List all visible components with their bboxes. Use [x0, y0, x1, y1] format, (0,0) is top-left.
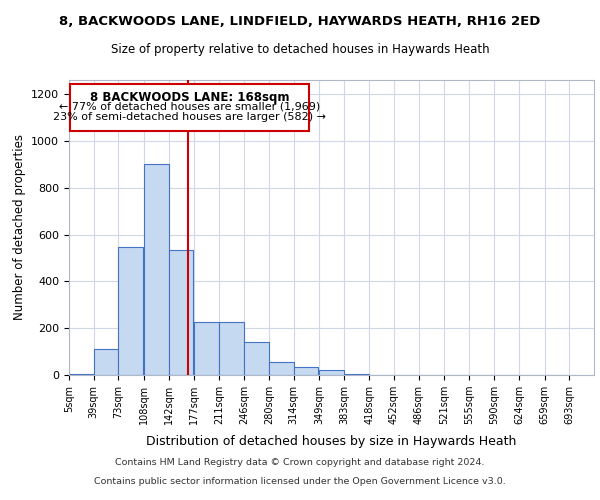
Bar: [269, 362, 293, 375]
Text: 8 BACKWOODS LANE: 168sqm: 8 BACKWOODS LANE: 168sqm: [89, 91, 289, 104]
Text: Contains HM Land Registry data © Crown copyright and database right 2024.: Contains HM Land Registry data © Crown c…: [115, 458, 485, 467]
Bar: [219, 322, 244, 375]
Bar: [70, 84, 309, 131]
Text: 8, BACKWOODS LANE, LINDFIELD, HAYWARDS HEATH, RH16 2ED: 8, BACKWOODS LANE, LINDFIELD, HAYWARDS H…: [59, 15, 541, 28]
Y-axis label: Number of detached properties: Number of detached properties: [13, 134, 26, 320]
Text: Contains public sector information licensed under the Open Government Licence v3: Contains public sector information licen…: [94, 476, 506, 486]
Bar: [319, 370, 344, 375]
Text: 23% of semi-detached houses are larger (582) →: 23% of semi-detached houses are larger (…: [53, 112, 326, 122]
Bar: [169, 250, 193, 375]
Bar: [244, 342, 269, 375]
X-axis label: Distribution of detached houses by size in Haywards Heath: Distribution of detached houses by size …: [146, 436, 517, 448]
Bar: [194, 322, 219, 375]
Bar: [94, 349, 118, 375]
Bar: [118, 248, 143, 375]
Bar: [293, 367, 319, 375]
Bar: [344, 374, 368, 375]
Bar: [144, 164, 169, 375]
Bar: [69, 374, 94, 375]
Text: ← 77% of detached houses are smaller (1,969): ← 77% of detached houses are smaller (1,…: [59, 102, 320, 112]
Text: Size of property relative to detached houses in Haywards Heath: Size of property relative to detached ho…: [110, 42, 490, 56]
